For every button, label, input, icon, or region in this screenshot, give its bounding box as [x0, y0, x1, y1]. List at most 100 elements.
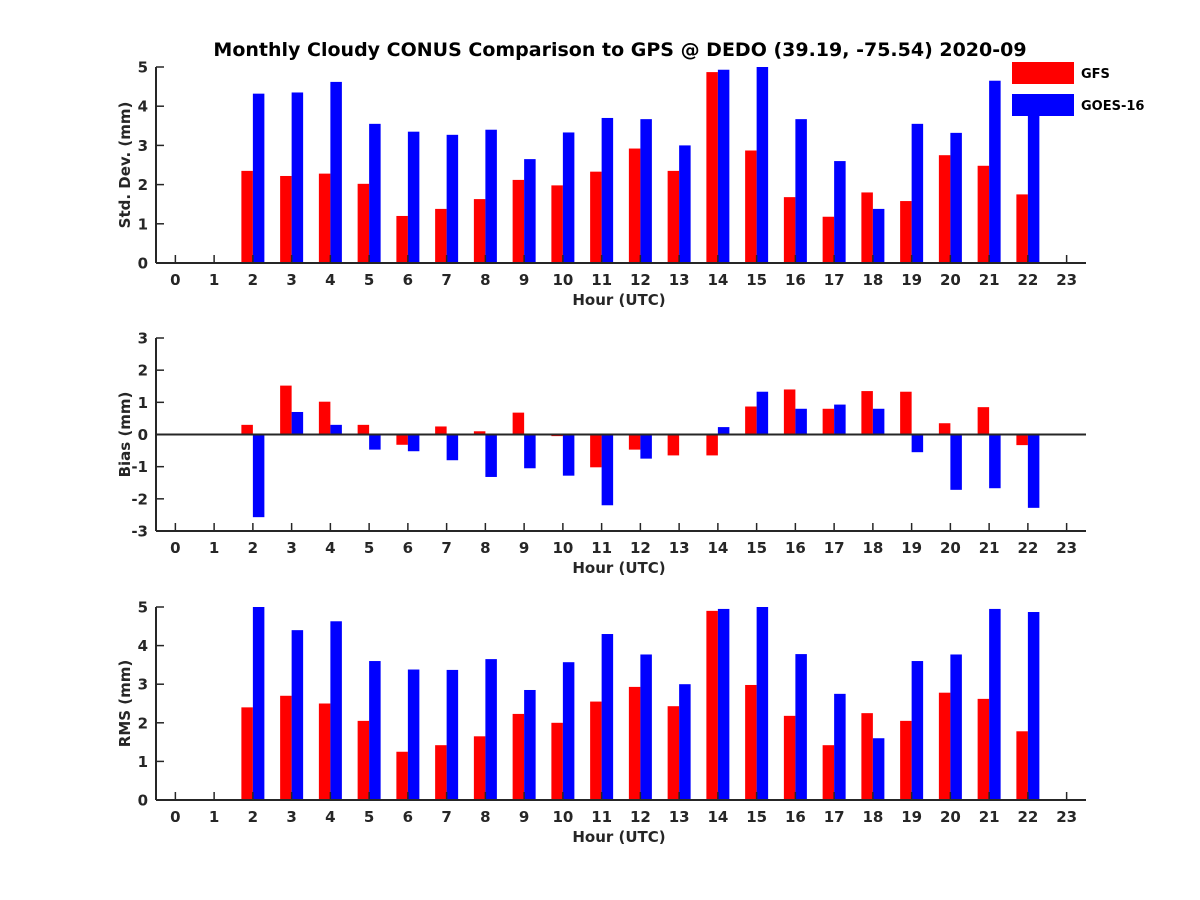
rms-bar-gfs-hour-5 — [357, 720, 370, 800]
std-dev-xtick-label: 22 — [1017, 271, 1038, 289]
std-dev-bar-goes16-hour-20 — [950, 132, 962, 263]
bias-xtick-label: 12 — [630, 539, 651, 557]
rms-bar-goes16-hour-10 — [562, 662, 575, 800]
rms-bar-gfs-hour-10 — [551, 722, 563, 800]
rms-bar-goes16-hour-13 — [679, 684, 691, 800]
std-dev-bar-goes16-hour-3 — [291, 92, 304, 263]
rms-xtick-label: 13 — [669, 808, 690, 826]
bias-xtick-label: 22 — [1017, 539, 1038, 557]
rms-xtick-label: 7 — [441, 808, 451, 826]
std-dev-bar-gfs-hour-10 — [551, 185, 563, 263]
rms-y-axis-label: RMS (mm) — [116, 660, 134, 747]
std-dev-bar-goes16-hour-14 — [717, 69, 730, 264]
bias-xtick-label: 16 — [785, 539, 806, 557]
std-dev-bar-gfs-hour-15 — [745, 150, 757, 263]
legend: GFS GOES-16 — [1012, 62, 1144, 116]
std-dev-xtick-label: 13 — [669, 271, 690, 289]
bias-bar-goes16-hour-10 — [562, 434, 575, 476]
bias-xtick-label: 17 — [824, 539, 845, 557]
rms-bar-gfs-hour-9 — [512, 713, 525, 800]
bias-bar-gfs-hour-18 — [861, 391, 873, 435]
rms-bar-gfs-hour-8 — [473, 736, 486, 800]
std-dev-bar-gfs-hour-4 — [318, 173, 331, 263]
std-dev-bar-goes16-hour-11 — [601, 117, 614, 264]
bias-bar-goes16-hour-16 — [795, 408, 807, 435]
rms-xtick-label: 16 — [785, 808, 806, 826]
rms-xtick-label: 18 — [862, 808, 883, 826]
std-dev-bar-goes16-hour-16 — [795, 119, 807, 263]
bias-xtick-label: 11 — [591, 539, 612, 557]
bias-ytick-label: 2 — [138, 362, 148, 380]
rms-bar-goes16-hour-11 — [601, 634, 614, 800]
bias-xtick-label: 10 — [552, 539, 573, 557]
std-dev-bar-goes16-hour-15 — [756, 67, 769, 263]
std-dev-xtick-label: 6 — [403, 271, 413, 289]
legend-label-gfs: GFS — [1081, 67, 1110, 82]
rms-xtick-label: 10 — [552, 808, 573, 826]
std-dev-xtick-label: 1 — [209, 271, 219, 289]
rms-bar-gfs-hour-20 — [938, 692, 951, 800]
std-dev-ytick-label: 0 — [138, 255, 148, 273]
rms-bar-goes16-hour-12 — [640, 654, 652, 800]
std-dev-xtick-label: 11 — [591, 271, 612, 289]
bias-xtick-label: 13 — [669, 539, 690, 557]
bias-ytick-label: 1 — [138, 394, 148, 412]
bias-xtick-label: 23 — [1056, 539, 1077, 557]
std-dev-bar-goes16-hour-12 — [640, 119, 652, 263]
std-dev-xtick-label: 10 — [552, 271, 573, 289]
std-dev-bar-gfs-hour-21 — [977, 165, 990, 263]
bias-bar-gfs-hour-9 — [512, 412, 525, 435]
chart-title: Monthly Cloudy CONUS Comparison to GPS @… — [213, 39, 1026, 61]
rms-bar-goes16-hour-6 — [407, 669, 420, 800]
rms-bar-gfs-hour-13 — [667, 706, 680, 800]
bias-xtick-label: 6 — [403, 539, 413, 557]
bias-bar-goes16-hour-3 — [291, 411, 304, 435]
bias-xtick-label: 19 — [901, 539, 922, 557]
std-dev-bar-goes16-hour-10 — [562, 132, 575, 263]
std-dev-x-axis-label: Hour (UTC) — [572, 291, 665, 309]
rms-bar-goes16-hour-3 — [291, 630, 304, 800]
bias-bar-gfs-hour-21 — [977, 407, 990, 435]
std-dev-xtick-label: 20 — [940, 271, 961, 289]
rms-bar-goes16-hour-16 — [795, 654, 807, 800]
bias-xtick-label: 5 — [364, 539, 374, 557]
rms-bar-gfs-hour-2 — [241, 707, 253, 800]
rms-xtick-label: 23 — [1056, 808, 1077, 826]
rms-xtick-label: 20 — [940, 808, 961, 826]
bias-bar-goes16-hour-21 — [989, 434, 1001, 489]
std-dev-bar-gfs-hour-11 — [590, 171, 602, 263]
bias-ytick-label: -2 — [131, 490, 148, 508]
rms-bar-gfs-hour-12 — [628, 686, 641, 800]
std-dev-bar-goes16-hour-19 — [911, 123, 924, 263]
std-dev-bar-goes16-hour-9 — [524, 159, 536, 263]
std-dev-bar-gfs-hour-6 — [396, 215, 408, 263]
std-dev-xtick-label: 7 — [441, 271, 451, 289]
rms-bar-goes16-hour-18 — [872, 738, 885, 800]
std-dev-xtick-label: 12 — [630, 271, 651, 289]
bias-bar-gfs-hour-12 — [628, 434, 641, 450]
bias-bar-goes16-hour-11 — [601, 434, 614, 506]
std-dev-xtick-label: 9 — [519, 271, 529, 289]
bias-bar-gfs-hour-7 — [435, 426, 447, 435]
bias-bar-goes16-hour-19 — [911, 434, 924, 453]
rms-bar-gfs-hour-18 — [861, 713, 873, 800]
rms-xtick-label: 5 — [364, 808, 374, 826]
std-dev-bar-gfs-hour-5 — [357, 183, 370, 263]
bias-bar-gfs-hour-4 — [318, 401, 331, 435]
std-dev-y-axis-label: Std. Dev. (mm) — [116, 102, 134, 229]
std-dev-bar-goes16-hour-17 — [834, 161, 846, 263]
bias-bar-gfs-hour-15 — [745, 406, 757, 435]
rms-ytick-label: 4 — [138, 637, 148, 655]
bias-ytick-label: -1 — [131, 458, 148, 476]
std-dev-xtick-label: 3 — [286, 271, 296, 289]
rms-ytick-label: 2 — [138, 714, 148, 732]
bias-bar-gfs-hour-20 — [938, 423, 951, 435]
std-dev-xtick-label: 5 — [364, 271, 374, 289]
bias-bar-gfs-hour-8 — [473, 431, 486, 435]
std-dev-bar-gfs-hour-8 — [473, 199, 486, 263]
std-dev-bar-goes16-hour-13 — [679, 145, 691, 263]
bias-ytick-label: 3 — [138, 330, 148, 348]
bias-xtick-label: 7 — [441, 539, 451, 557]
rms-bar-gfs-hour-11 — [590, 701, 602, 800]
std-dev-xtick-label: 2 — [248, 271, 258, 289]
